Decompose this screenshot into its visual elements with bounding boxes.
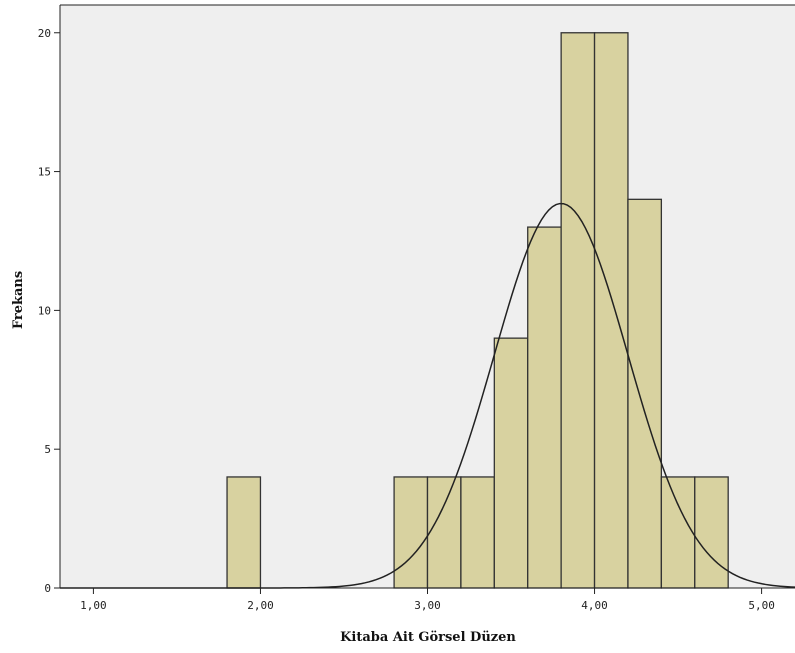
y-tick-label: 20 — [38, 27, 51, 40]
histogram-bar — [460, 476, 495, 589]
ticks-layer: 0 5 10 15 20 1,00 2,00 3,00 4,00 5,00 — [38, 27, 775, 612]
y-tick-label: 10 — [38, 304, 51, 317]
y-tick-label: 5 — [44, 443, 51, 456]
x-tick-label: 3,00 — [414, 599, 441, 612]
x-axis-title: Kitaba Ait Görsel Düzen — [340, 630, 516, 645]
histogram-bar — [527, 226, 562, 589]
histogram-bar — [660, 476, 696, 589]
y-axis-title: Frekans — [11, 271, 26, 329]
histogram-bar — [426, 476, 462, 589]
x-tick-label: 5,00 — [748, 599, 775, 612]
x-tick-label: 4,00 — [581, 599, 608, 612]
histogram-bar — [393, 476, 429, 589]
histogram-bar — [593, 32, 629, 589]
histogram-bar — [694, 476, 729, 589]
histogram-bar — [493, 337, 529, 589]
y-tick-label: 0 — [44, 582, 51, 595]
y-tick-label: 15 — [38, 166, 51, 179]
x-tick-label: 1,00 — [80, 599, 107, 612]
histogram-bar — [560, 32, 596, 589]
histogram-bar — [226, 476, 262, 589]
x-tick-label: 2,00 — [247, 599, 274, 612]
bars-layer — [226, 32, 729, 589]
histogram-bar — [627, 198, 663, 589]
